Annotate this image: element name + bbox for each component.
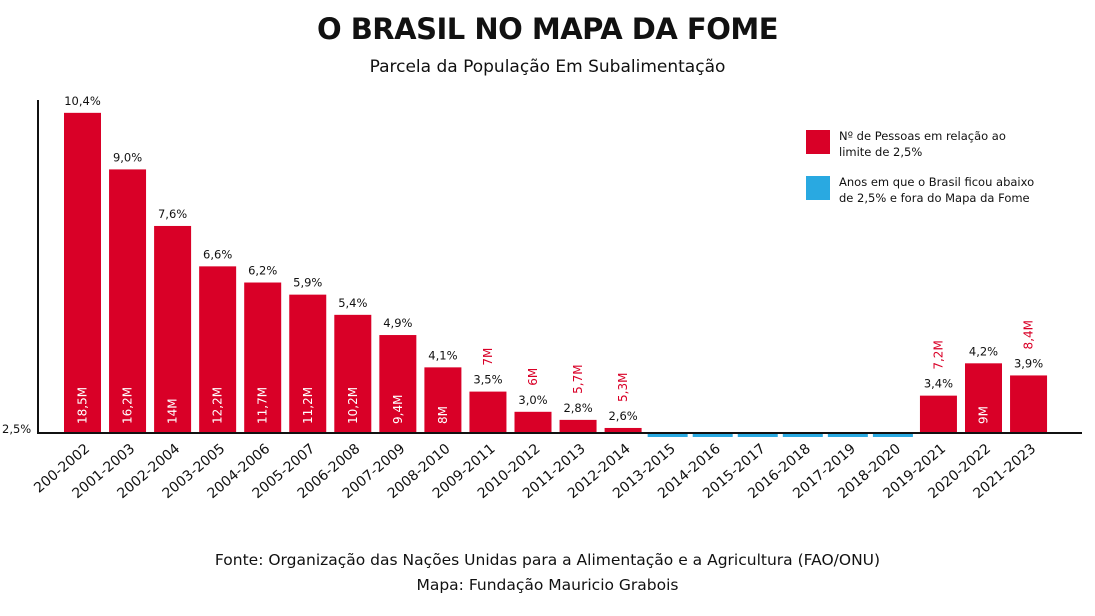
bar (514, 411, 552, 432)
value-label: 3,0% (518, 393, 547, 407)
chart-footer: Fonte: Organização das Nações Unidas par… (0, 548, 1095, 598)
bar (919, 395, 957, 432)
bar (109, 169, 147, 432)
legend-label: Anos em que o Brasil ficou abaixo (839, 175, 1035, 189)
value-label: 2,8% (563, 401, 592, 415)
source-text: Fonte: Organização das Nações Unidas par… (214, 551, 881, 569)
value-label: 6,2% (248, 264, 277, 278)
people-label: 5,3M (616, 373, 630, 402)
bar-below-threshold (647, 433, 688, 437)
bar (379, 335, 417, 432)
bar (154, 225, 192, 432)
people-label: 7M (481, 348, 495, 366)
bar (559, 419, 597, 432)
value-label: 10,4% (64, 94, 101, 108)
bar-below-threshold (827, 433, 868, 437)
legend-label: de 2,5% e fora do Mapa da Fome (839, 191, 1030, 205)
people-label: 11,7M (256, 387, 270, 424)
people-label: 16,2M (121, 387, 135, 424)
value-label: 3,4% (924, 377, 953, 391)
people-label: 11,2M (301, 387, 315, 424)
value-label: 7,6% (158, 207, 187, 221)
value-label: 3,5% (473, 373, 502, 387)
bar (64, 112, 101, 432)
legend-swatch-blue (806, 176, 830, 200)
bar (604, 427, 642, 432)
chart-subtitle: Parcela da População Em Subalimentação (369, 57, 726, 77)
bar-below-threshold (782, 433, 823, 437)
people-label: 9M (977, 406, 991, 424)
value-label: 4,1% (428, 348, 457, 362)
people-label: 10,2M (346, 387, 360, 424)
bar (244, 282, 282, 432)
value-label: 2,6% (608, 409, 637, 423)
people-label: 14M (166, 398, 180, 424)
value-label: 3,9% (1014, 356, 1043, 370)
bar (1010, 375, 1048, 432)
bar (424, 367, 462, 432)
bar-below-threshold (872, 433, 913, 437)
bar (289, 294, 327, 432)
people-label: 18,5M (76, 387, 90, 424)
credit-text: Mapa: Fundação Mauricio Grabois (416, 576, 679, 594)
legend-swatch-red (806, 130, 830, 154)
bar (334, 314, 372, 432)
bar-below-threshold (692, 433, 733, 437)
value-label: 5,9% (293, 276, 322, 290)
value-label: 4,9% (383, 316, 412, 330)
bar (199, 266, 237, 432)
people-label: 12,2M (211, 387, 225, 424)
value-label: 5,4% (338, 296, 367, 310)
bar (965, 363, 1002, 432)
people-label: 6M (526, 368, 540, 386)
value-label: 6,6% (203, 247, 232, 261)
people-label: 8,4M (1022, 320, 1036, 349)
people-label: 5,7M (571, 364, 585, 393)
people-label: 8M (436, 406, 450, 424)
people-label: 9,4M (391, 395, 405, 424)
baseline-label: 2,5% (2, 422, 31, 436)
bar (469, 391, 507, 432)
people-label: 7,2M (931, 340, 945, 369)
chart-title: O BRASIL NO MAPA DA FOME (316, 12, 779, 46)
bar-below-threshold (737, 433, 778, 437)
legend-label: limite de 2,5% (839, 145, 923, 159)
value-label: 9,0% (113, 150, 142, 164)
legend-label: Nº de Pessoas em relação ao (839, 129, 1006, 143)
value-label: 4,2% (969, 344, 998, 358)
